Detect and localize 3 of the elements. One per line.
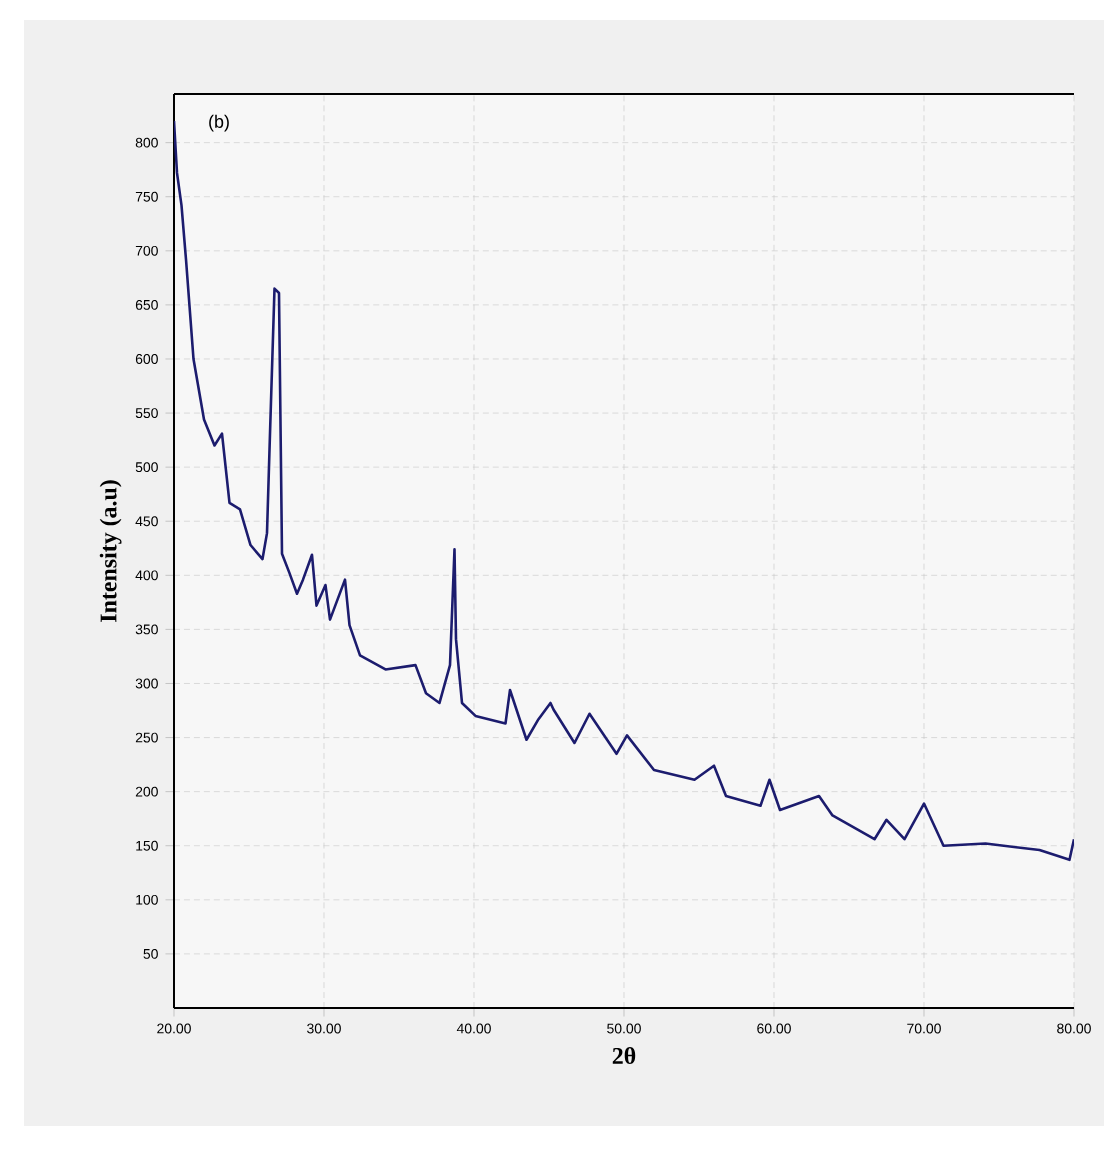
annotation: (b) bbox=[209, 114, 229, 132]
y-axis-title: Intensity (a.u) bbox=[99, 480, 122, 622]
x-axis-title: 2θ bbox=[612, 1047, 636, 1065]
